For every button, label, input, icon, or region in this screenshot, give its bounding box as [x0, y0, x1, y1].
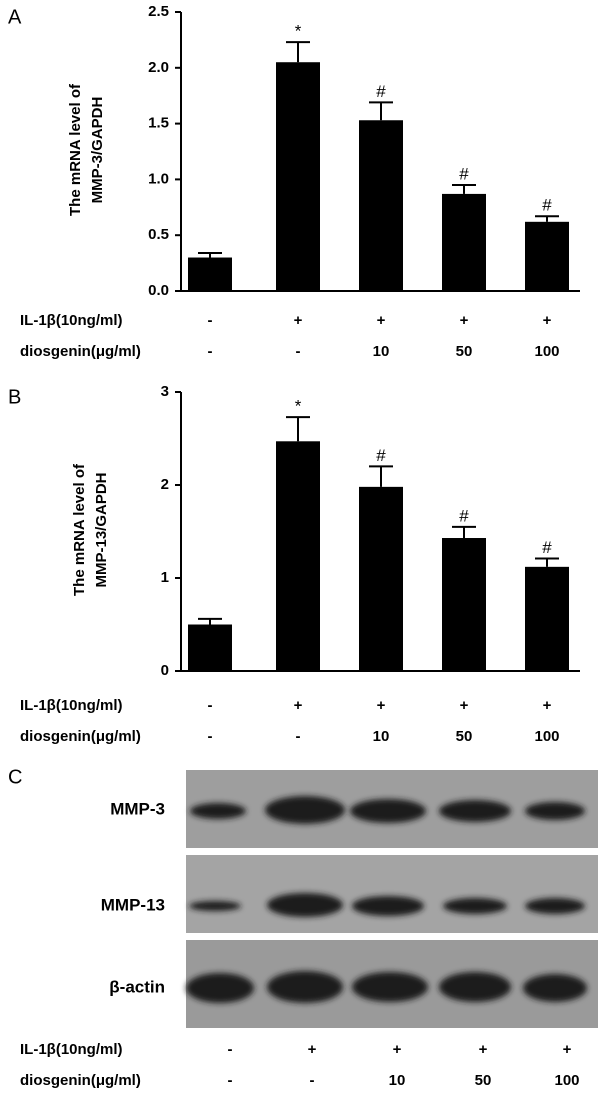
- blot-row-label: MMP-3: [110, 799, 165, 818]
- y-axis-label: MMP-13/GAPDH: [93, 472, 110, 587]
- condition-value: -: [228, 1041, 233, 1058]
- y-tick-label: 2: [161, 476, 169, 493]
- significance-marker: #: [542, 196, 552, 215]
- condition-value: 50: [456, 728, 473, 745]
- y-axis-label: The mRNA level of: [71, 463, 88, 596]
- significance-marker: #: [542, 538, 552, 557]
- condition-value: +: [460, 312, 469, 329]
- condition-value: -: [296, 728, 301, 745]
- condition-value: +: [294, 697, 303, 714]
- condition-value: +: [393, 1041, 402, 1058]
- condition-value: -: [296, 343, 301, 360]
- bar: [276, 62, 320, 291]
- condition-value: +: [377, 697, 386, 714]
- significance-marker: #: [376, 446, 386, 465]
- condition-label: IL-1β(10ng/ml): [20, 1041, 123, 1058]
- condition-value: +: [308, 1041, 317, 1058]
- condition-value: -: [208, 697, 213, 714]
- condition-value: +: [479, 1041, 488, 1058]
- y-tick-label: 0.0: [148, 282, 169, 299]
- y-axis-label: The mRNA level of: [67, 83, 84, 216]
- condition-value: -: [208, 312, 213, 329]
- condition-value: -: [208, 728, 213, 745]
- western-blot: [186, 770, 598, 1028]
- condition-value: +: [294, 312, 303, 329]
- condition-value: 100: [554, 1072, 579, 1089]
- condition-value: +: [460, 697, 469, 714]
- condition-label: diosgenin(μg/ml): [20, 1072, 141, 1089]
- condition-value: 10: [389, 1072, 406, 1089]
- blot-row-label: MMP-13: [101, 895, 165, 914]
- bar: [188, 624, 232, 671]
- bar: [359, 486, 403, 671]
- bar: [442, 538, 486, 671]
- significance-marker: #: [459, 506, 469, 525]
- condition-value: 50: [456, 343, 473, 360]
- bar: [276, 441, 320, 671]
- condition-label: diosgenin(μg/ml): [20, 343, 141, 360]
- condition-value: -: [228, 1072, 233, 1089]
- condition-value: +: [563, 1041, 572, 1058]
- condition-value: +: [543, 697, 552, 714]
- y-tick-label: 0: [161, 662, 169, 679]
- condition-label: IL-1β(10ng/ml): [20, 312, 123, 329]
- bar: [442, 193, 486, 291]
- blot-bands: [186, 796, 587, 1003]
- condition-value: +: [543, 312, 552, 329]
- bar: [359, 120, 403, 291]
- condition-value: 10: [373, 343, 390, 360]
- bar: [525, 566, 569, 671]
- y-tick-label: 1.0: [148, 170, 169, 187]
- condition-value: +: [377, 312, 386, 329]
- panel-label: C: [8, 766, 22, 788]
- y-tick-label: 3: [161, 383, 169, 400]
- blot-row-label: β-actin: [109, 977, 165, 996]
- condition-value: 100: [534, 343, 559, 360]
- y-tick-label: 2.0: [148, 59, 169, 76]
- significance-marker: #: [376, 82, 386, 101]
- bar: [188, 257, 232, 291]
- condition-label: diosgenin(μg/ml): [20, 728, 141, 745]
- condition-value: -: [208, 343, 213, 360]
- significance-marker: *: [295, 22, 302, 41]
- y-tick-label: 1: [161, 569, 169, 586]
- condition-value: -: [310, 1072, 315, 1089]
- panel-label: A: [8, 6, 22, 28]
- bar: [525, 221, 569, 291]
- y-tick-label: 0.5: [148, 226, 169, 243]
- y-tick-label: 1.5: [148, 115, 169, 132]
- condition-value: 100: [534, 728, 559, 745]
- panel-label: B: [8, 386, 21, 408]
- condition-value: 50: [475, 1072, 492, 1089]
- significance-marker: *: [295, 397, 302, 416]
- condition-value: 10: [373, 728, 390, 745]
- y-axis-label: MMP-3/GAPDH: [89, 97, 106, 204]
- blot-strip: [186, 855, 598, 933]
- significance-marker: #: [459, 164, 469, 183]
- condition-label: IL-1β(10ng/ml): [20, 697, 123, 714]
- y-tick-label: 2.5: [148, 3, 169, 20]
